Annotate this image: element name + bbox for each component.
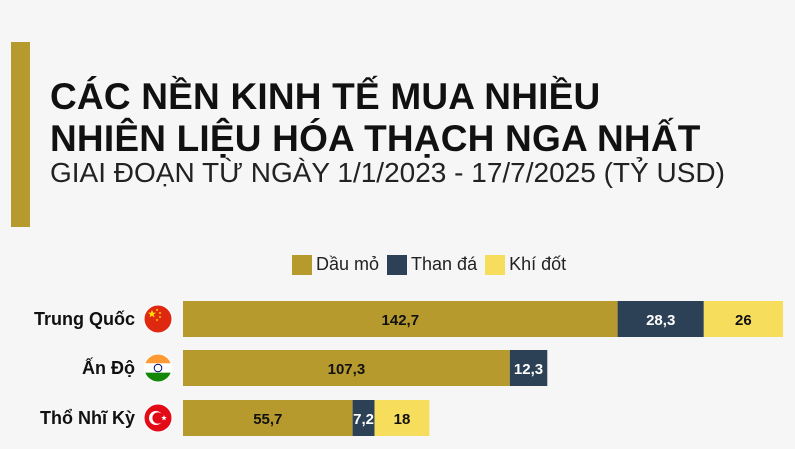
data-label-china-coal: 28,3 xyxy=(646,312,675,329)
data-label-china-gas: 26 xyxy=(735,312,752,329)
data-label-turkey-oil: 55,7 xyxy=(253,411,282,428)
legend-swatch-oil xyxy=(292,254,312,275)
legend-item-coal: Than đá xyxy=(387,254,477,275)
data-label-turkey-gas: 18 xyxy=(394,411,411,428)
category-label-china: Trung Quốc xyxy=(34,309,135,329)
data-label-turkey-coal: 7,2 xyxy=(353,411,374,428)
legend-label-coal: Than đá xyxy=(411,254,478,274)
bar-india-coal xyxy=(509,350,548,386)
chart-title-line-2: NHIÊN LIỆU HÓA THẠCH NGA NHẤT xyxy=(50,118,701,159)
bar-china-gas xyxy=(703,301,783,337)
bar-india-oil xyxy=(183,350,510,386)
data-label-india-oil: 107,3 xyxy=(328,361,366,378)
category-label-india: Ấn Độ xyxy=(82,357,135,378)
turkey-flag-icon xyxy=(143,403,173,433)
bar-turkey-oil xyxy=(183,400,353,436)
china-flag-icon xyxy=(143,304,173,334)
legend-swatch-coal xyxy=(387,254,408,275)
accent-bar xyxy=(11,42,30,227)
india-flag-icon xyxy=(143,353,173,383)
legend-item-gas: Khí đốt xyxy=(485,254,566,275)
data-label-india-coal: 12,3 xyxy=(514,361,543,378)
bar-china-oil xyxy=(183,301,618,337)
chart-title-line-1: CÁC NỀN KINH TẾ MUA NHIỀU xyxy=(50,76,601,117)
legend-swatch-gas xyxy=(485,254,506,275)
data-label-china-oil: 142,7 xyxy=(382,312,420,329)
legend-item-oil: Dầu mỏ xyxy=(292,254,379,275)
bar-turkey-gas xyxy=(374,400,430,436)
chart-legend: Dầu mỏ Than đá Khí đốt xyxy=(292,254,574,275)
category-label-turkey: Thổ Nhĩ Kỳ xyxy=(40,408,135,428)
legend-label-gas: Khí đốt xyxy=(509,254,567,274)
legend-label-oil: Dầu mỏ xyxy=(316,254,380,274)
stacked-bar-chart: Trung Quốc 142,7 28,3 26 Ấn Độ 107,3 12,3 Thổ N… xyxy=(34,301,783,436)
bar-china-coal xyxy=(617,301,704,337)
chart-subtitle: GIAI ĐOẠN TỪ NGÀY 1/1/2023 - 17/7/2025 (… xyxy=(50,157,725,188)
bar-turkey-coal xyxy=(352,400,375,436)
